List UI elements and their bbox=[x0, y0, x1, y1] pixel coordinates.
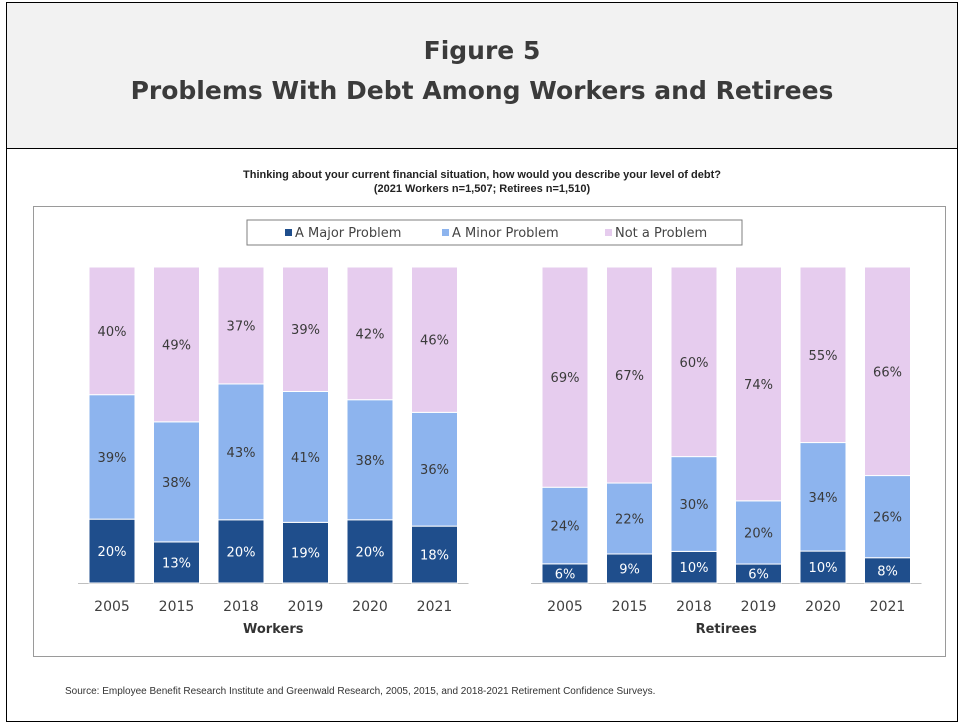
data-label-retirees-2015-minor: 22% bbox=[615, 513, 644, 528]
data-label-workers-2019-not: 39% bbox=[291, 323, 320, 338]
chart-area: A Major Problem A Minor Problem Not a Prob… bbox=[33, 206, 946, 657]
bar-retirees-2015-major bbox=[606, 553, 653, 584]
legend-swatch-major bbox=[285, 229, 292, 236]
x-tick-label-workers-2020: 2020 bbox=[352, 599, 388, 615]
bar-workers-2005-not bbox=[88, 266, 136, 396]
x-tick-label-retirees-2005: 2005 bbox=[547, 599, 583, 615]
data-label-workers-2019-major: 19% bbox=[291, 547, 320, 562]
chart-question: Thinking about your current financial si… bbox=[243, 169, 721, 181]
legend-box bbox=[246, 219, 743, 246]
bar-workers-2015-major bbox=[153, 541, 200, 584]
bar-workers-2021-major bbox=[411, 525, 458, 584]
x-tick-label-workers-2015: 2015 bbox=[159, 599, 195, 615]
data-label-retirees-2021-major: 8% bbox=[877, 564, 898, 579]
data-label-retirees-2005-minor: 24% bbox=[551, 520, 580, 535]
bar-workers-2015-not bbox=[153, 266, 200, 423]
bar-workers-2020-not bbox=[346, 266, 394, 401]
bar-retirees-2018-major bbox=[670, 550, 718, 584]
figure-number: Figure 5 bbox=[423, 36, 541, 65]
data-label-workers-2005-minor: 39% bbox=[98, 451, 127, 466]
bar-workers-2018-minor bbox=[217, 383, 265, 521]
group-label-retirees: Retirees bbox=[696, 622, 758, 637]
data-label-retirees-2020-not: 55% bbox=[809, 349, 838, 364]
x-tick-label-retirees-2018: 2018 bbox=[676, 599, 712, 615]
data-label-workers-2020-not: 42% bbox=[356, 327, 385, 342]
bar-retirees-2018-not bbox=[670, 266, 718, 458]
data-label-workers-2020-major: 20% bbox=[356, 545, 385, 560]
bar-workers-2018-major bbox=[217, 519, 265, 584]
x-tick-label-retirees-2020: 2020 bbox=[805, 599, 841, 615]
data-label-retirees-2015-not: 67% bbox=[615, 369, 644, 384]
data-label-retirees-2005-major: 6% bbox=[555, 567, 576, 582]
bar-retirees-2020-not bbox=[799, 266, 847, 444]
bar-retirees-2015-not bbox=[606, 266, 653, 484]
bar-retirees-2015-minor bbox=[606, 482, 653, 555]
data-label-retirees-2019-not: 74% bbox=[744, 378, 773, 393]
group-label-workers: Workers bbox=[243, 622, 304, 637]
figure-title: Problems With Debt Among Workers and Ret… bbox=[130, 76, 834, 105]
data-label-workers-2005-major: 20% bbox=[98, 545, 127, 560]
data-label-workers-2015-minor: 38% bbox=[162, 476, 191, 491]
data-label-retirees-2019-minor: 20% bbox=[744, 526, 773, 541]
bar-workers-2005-major bbox=[88, 518, 136, 584]
bar-retirees-2019-not bbox=[735, 266, 782, 502]
x-tick-label-workers-2005: 2005 bbox=[94, 599, 130, 615]
data-label-workers-2005-not: 40% bbox=[98, 325, 127, 340]
data-label-retirees-2018-minor: 30% bbox=[680, 498, 709, 513]
bar-workers-2015-minor bbox=[153, 421, 200, 543]
bar-workers-2020-major bbox=[346, 519, 394, 584]
chart-sample-size: (2021 Workers n=1,507; Retirees n=1,510) bbox=[373, 183, 591, 195]
bar-workers-2019-major bbox=[282, 521, 329, 584]
bar-workers-2018-not bbox=[217, 266, 265, 385]
data-label-retirees-2018-major: 10% bbox=[680, 561, 709, 576]
legend-label-minor: A Minor Problem bbox=[452, 226, 559, 241]
bar-workers-2021-minor bbox=[411, 411, 458, 527]
x-tick-label-workers-2021: 2021 bbox=[417, 599, 453, 615]
figure-frame: Figure 5 Problems With Debt Among Worker… bbox=[6, 2, 958, 722]
x-tick-label-retirees-2021: 2021 bbox=[870, 599, 906, 615]
data-label-retirees-2020-major: 10% bbox=[809, 561, 838, 576]
data-label-retirees-2015-major: 9% bbox=[619, 562, 640, 577]
data-label-workers-2015-major: 13% bbox=[162, 556, 191, 571]
stacked-bar-chart: A Major Problem A Minor Problem Not a Prob… bbox=[78, 219, 922, 637]
x-tick-label-retirees-2019: 2019 bbox=[741, 599, 777, 615]
bar-workers-2021-not bbox=[411, 266, 458, 413]
data-label-retirees-2005-not: 69% bbox=[551, 371, 580, 386]
data-label-workers-2020-minor: 38% bbox=[356, 454, 385, 469]
data-label-retirees-2020-minor: 34% bbox=[809, 491, 838, 506]
bar-retirees-2021-minor bbox=[864, 475, 911, 559]
source-note: Source: Employee Benefit Research Instit… bbox=[65, 686, 656, 697]
bar-retirees-2005-not bbox=[541, 266, 589, 488]
x-tick-label-retirees-2015: 2015 bbox=[612, 599, 648, 615]
title-banner: Figure 5 Problems With Debt Among Worker… bbox=[7, 3, 957, 149]
legend-swatch-not bbox=[605, 229, 612, 236]
x-tick-label-workers-2018: 2018 bbox=[223, 599, 259, 615]
bar-workers-2019-not bbox=[282, 266, 329, 392]
data-label-workers-2019-minor: 41% bbox=[291, 451, 320, 466]
legend-label-not: Not a Problem bbox=[615, 226, 707, 241]
data-label-workers-2018-not: 37% bbox=[227, 319, 256, 334]
bar-retirees-2018-minor bbox=[670, 456, 718, 552]
data-label-workers-2021-not: 46% bbox=[420, 334, 449, 349]
data-label-workers-2018-minor: 43% bbox=[227, 446, 256, 461]
data-label-retirees-2021-not: 66% bbox=[873, 365, 902, 380]
bar-retirees-2019-minor bbox=[735, 500, 782, 565]
bar-retirees-2005-minor bbox=[541, 486, 589, 565]
data-label-workers-2021-major: 18% bbox=[420, 549, 449, 564]
x-tick-label-workers-2019: 2019 bbox=[288, 599, 324, 615]
data-label-retirees-2018-not: 60% bbox=[680, 356, 709, 371]
data-label-workers-2021-minor: 36% bbox=[420, 463, 449, 478]
legend-label-major: A Major Problem bbox=[295, 226, 401, 241]
data-label-retirees-2021-minor: 26% bbox=[873, 511, 902, 526]
data-label-retirees-2019-major: 6% bbox=[748, 568, 769, 583]
bar-workers-2019-minor bbox=[282, 390, 329, 523]
legend-swatch-minor bbox=[442, 229, 449, 236]
data-label-workers-2018-major: 20% bbox=[227, 545, 256, 560]
data-label-workers-2015-not: 49% bbox=[162, 338, 191, 353]
bar-workers-2020-minor bbox=[346, 399, 394, 521]
bar-retirees-2021-not bbox=[864, 266, 911, 477]
